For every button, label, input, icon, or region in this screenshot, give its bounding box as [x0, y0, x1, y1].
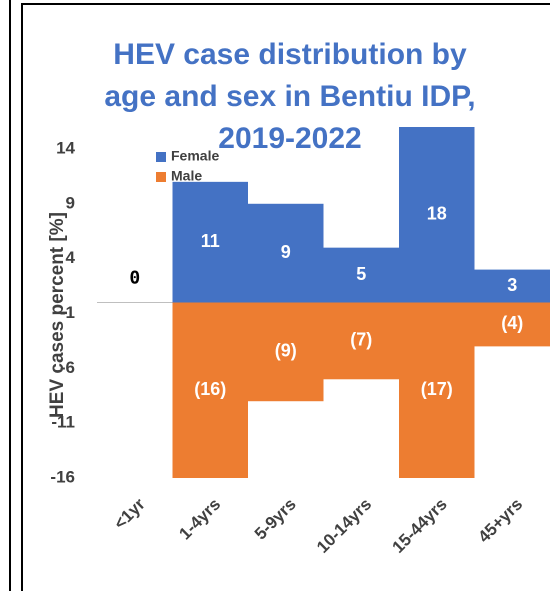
data-label: 0	[129, 268, 140, 289]
x-tick-label: 15-44yrs	[389, 495, 451, 557]
x-tick-label: 1-4yrs	[175, 495, 224, 544]
chart-title: HEV case distribution by	[113, 38, 467, 71]
y-tick-label: 9	[66, 193, 75, 212]
data-label: 18	[427, 204, 447, 224]
data-label: 9	[281, 242, 291, 262]
data-label: (7)	[350, 330, 372, 350]
data-label: (4)	[501, 313, 523, 333]
x-tick-label: 45+yrs	[474, 495, 526, 547]
x-tick-label: 5-9yrs	[251, 495, 300, 544]
data-label: 3	[507, 275, 517, 295]
chart-title: 2019-2022	[218, 122, 361, 155]
data-label: (17)	[421, 379, 453, 399]
data-label: 5	[356, 264, 366, 284]
data-label: (16)	[194, 379, 226, 399]
y-tick-label: 4	[66, 248, 76, 267]
legend-label: Female	[171, 148, 219, 164]
y-tick-label: -16	[50, 467, 75, 486]
x-tick-label: 10-14yrs	[313, 495, 375, 557]
data-label: (9)	[275, 341, 297, 361]
y-tick-label: -1	[60, 303, 75, 322]
legend-swatch	[156, 172, 166, 182]
chart-title: age and sex in Bentiu IDP,	[104, 80, 475, 113]
data-label: 11	[201, 231, 220, 251]
x-tick-label: <1yr	[110, 494, 149, 533]
y-tick-label: -6	[60, 358, 75, 377]
y-tick-label: -11	[51, 413, 75, 432]
legend-swatch	[156, 152, 166, 162]
legend-label: Male	[171, 168, 202, 184]
y-tick-label: 14	[56, 138, 75, 157]
